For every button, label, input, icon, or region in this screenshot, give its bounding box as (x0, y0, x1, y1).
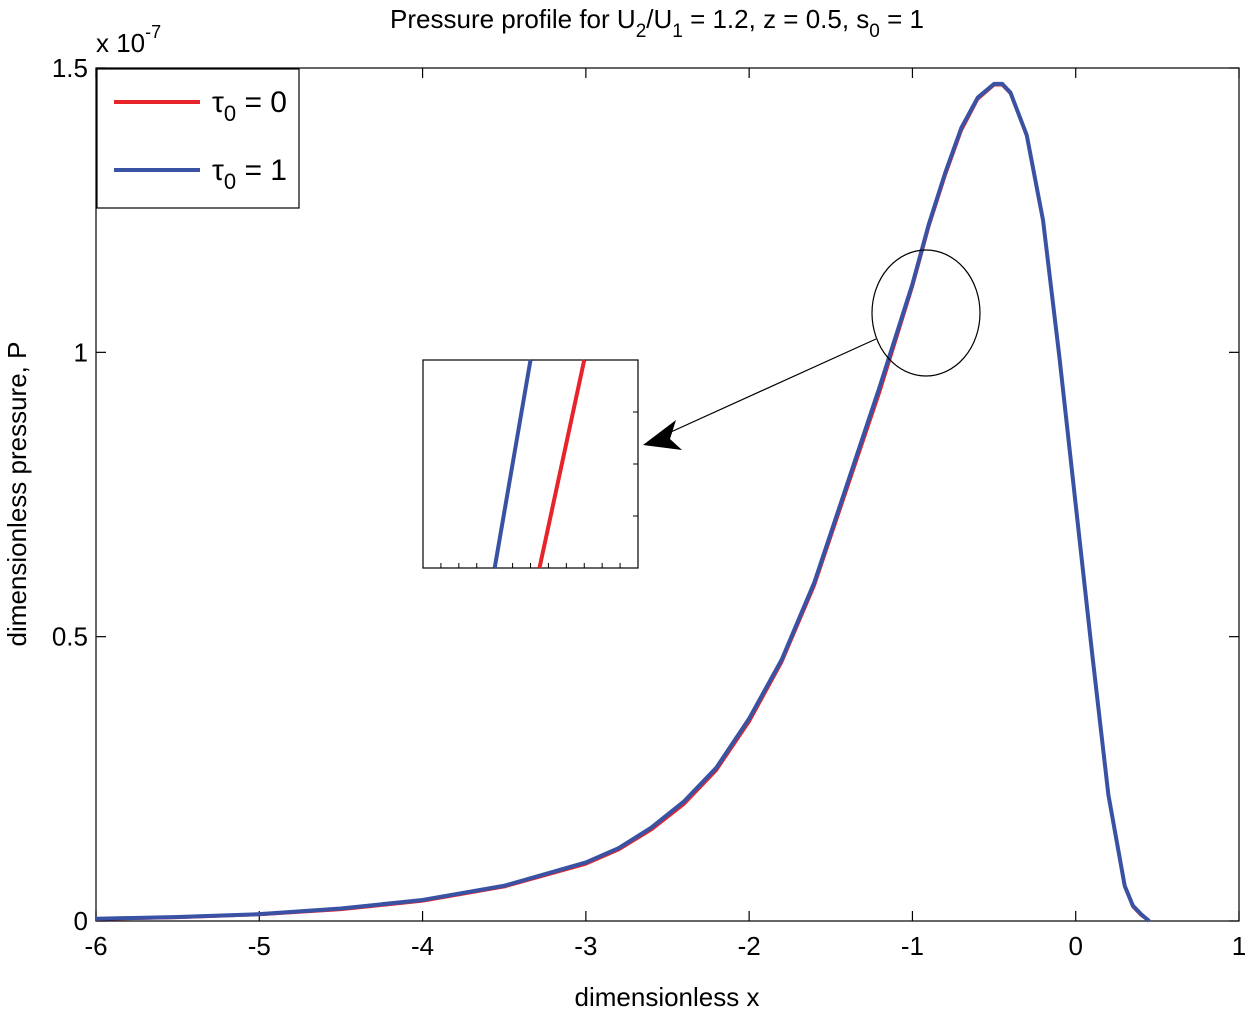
title-mid-1: /U (646, 4, 672, 34)
x-tick-label: -6 (84, 931, 107, 961)
y-multiplier-base: x 10 (96, 28, 145, 58)
legend-sub: 0 (224, 169, 236, 194)
y-multiplier-exp: -7 (145, 22, 161, 42)
x-tick-label: -1 (901, 931, 924, 961)
y-tick-label: 1.5 (52, 53, 88, 83)
legend-sym: τ (212, 154, 224, 187)
title-mid-2: = 1.2, z = 0.5, s (683, 4, 869, 34)
inset-line-tau0-1 (492, 359, 533, 569)
x-tick-label: -2 (738, 931, 761, 961)
y-tick-label: 1 (74, 337, 88, 367)
inset-ticks (440, 411, 638, 568)
title-sub-1: 2 (636, 21, 647, 42)
chart-title: Pressure profile for U2/U1 = 1.2, z = 0.… (390, 4, 924, 42)
series-layer (95, 81, 1151, 923)
x-tick-label: -3 (574, 931, 597, 961)
legend-box (96, 68, 300, 209)
title-sub-3: 0 (869, 21, 880, 42)
x-axis-label: dimensionless x (575, 982, 760, 1012)
title-tail: = 1 (880, 4, 924, 34)
title-sub-2: 1 (672, 21, 683, 42)
x-tick-label: -4 (411, 931, 434, 961)
inset-zoom-plot (422, 359, 639, 569)
inset-lines (492, 359, 587, 569)
zoom-arrowhead (643, 420, 682, 450)
y-tick-label: 0.5 (52, 622, 88, 652)
legend-rest: = 0 (236, 86, 287, 119)
plot-area-frame (95, 67, 1240, 922)
inset-frame (422, 359, 639, 569)
legend-entry-tau0-0: τ0 = 0 (212, 86, 287, 126)
zoom-region-ellipse (871, 249, 981, 377)
legend: τ0 = 0 τ0 = 1 (96, 68, 300, 209)
y-axis-label: dimensionless pressure, P (2, 342, 32, 647)
series-line-tau0-1 (95, 81, 1151, 923)
y-tick-label: 0 (74, 906, 88, 936)
y-multiplier: x 10-7 (96, 22, 161, 58)
zoom-arrow-line (661, 338, 877, 437)
title-lead: Pressure profile for U (390, 4, 636, 34)
legend-sub: 0 (224, 101, 236, 126)
inset-line-tau0-0 (537, 359, 587, 569)
x-axis-ticks: -6 -5 -4 -3 -2 -1 0 1 (84, 68, 1246, 961)
x-tick-label: -5 (248, 931, 271, 961)
legend-entry-tau0-1: τ0 = 1 (212, 154, 287, 194)
legend-sym: τ (212, 86, 224, 119)
x-tick-label: 0 (1068, 931, 1082, 961)
legend-rest: = 1 (236, 154, 287, 187)
y-axis-ticks: 0 0.5 1 1.5 (52, 53, 1239, 936)
x-tick-label: 1 (1232, 931, 1246, 961)
